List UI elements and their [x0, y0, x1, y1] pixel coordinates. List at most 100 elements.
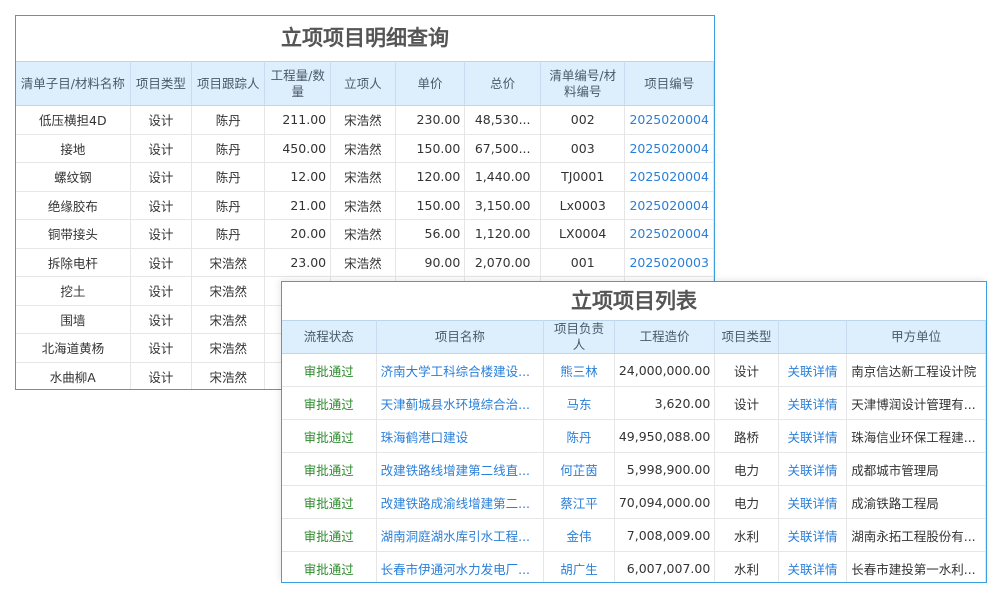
table-cell: 宋浩然	[330, 105, 396, 135]
table-cell: 接地	[16, 134, 131, 163]
related-details-link[interactable]: 关联详情	[778, 518, 848, 552]
manager-link[interactable]: 马东	[543, 386, 615, 420]
related-details-link[interactable]: 关联详情	[778, 353, 848, 387]
project-number-link[interactable]: 2025020004	[624, 191, 714, 220]
project-name-link[interactable]: 天津蓟城县水环境综合治...	[376, 386, 545, 420]
table-cell: 宋浩然	[191, 305, 266, 334]
table-row[interactable]: 审批通过 长春市伊通河水力发电厂... 胡广生 6,007,007.00 水利 关联详情长…	[282, 551, 986, 582]
table-cell: 21.00	[264, 191, 332, 220]
column-header[interactable]: 项目类型	[714, 320, 779, 354]
manager-link[interactable]: 蔡江平	[543, 485, 615, 519]
detail-title: 立项项目明细查询	[281, 26, 449, 50]
column-header[interactable]: 项目类型	[130, 61, 193, 106]
table-cell: 120.00	[395, 162, 466, 192]
table-row[interactable]: 螺纹钢 设计 陈丹 12.00 宋浩然 120.00 1,440.00 TJ0001 20250…	[16, 162, 714, 192]
table-cell: 设计	[130, 191, 193, 220]
column-header[interactable]: 项目编号	[624, 61, 714, 106]
table-cell: 67,500...	[464, 134, 542, 163]
table-row[interactable]: 审批通过 改建铁路线增建第二线直... 何芷茵 5,998,900.00 电力 关联详情成…	[282, 452, 986, 486]
related-details-link[interactable]: 关联详情	[778, 551, 848, 582]
client-cell: 成渝铁路工程局	[846, 485, 986, 519]
table-row[interactable]: 审批通过 湖南洞庭湖水库引水工程... 金伟 7,008,009.00 水利 关联详情 湖南…	[282, 518, 986, 552]
related-details-link[interactable]: 关联详情	[778, 485, 848, 519]
project-list-panel: 立项项目列表 流程状态 项目名称 项目负责人 工程造价 项目类型 甲方单位 审批通过 济南大学…	[281, 281, 987, 583]
client-cell: 成都城市管理局	[846, 452, 986, 486]
column-header[interactable]: 甲方单位	[846, 320, 986, 354]
column-header[interactable]	[778, 320, 848, 354]
column-header[interactable]: 工程造价	[614, 320, 716, 354]
related-details-link[interactable]: 关联详情	[778, 419, 848, 453]
column-header[interactable]: 流程状态	[282, 320, 377, 354]
type-cell: 水利	[714, 518, 779, 552]
cost-cell: 6,007,007.00	[614, 551, 716, 582]
table-cell: 2,070.00	[464, 248, 542, 277]
table-cell: 宋浩然	[330, 219, 396, 249]
table-cell: 230.00	[395, 105, 466, 135]
project-number-link[interactable]: 2025020004	[624, 105, 714, 135]
project-number-link[interactable]: 2025020004	[624, 134, 714, 163]
project-name-link[interactable]: 湖南洞庭湖水库引水工程...	[376, 518, 545, 552]
project-name-link[interactable]: 济南大学工科综合楼建设...	[376, 353, 545, 387]
table-cell: 围墙	[16, 305, 131, 334]
project-name-link[interactable]: 珠海鹤港口建设	[376, 419, 545, 453]
table-row[interactable]: 铜带接头 设计 陈丹 20.00 宋浩然 56.00 1,120.00 LX0004 20250…	[16, 219, 714, 249]
table-cell: 1,440.00	[464, 162, 542, 192]
related-details-link[interactable]: 关联详情	[778, 386, 848, 420]
project-name-link[interactable]: 改建铁路线增建第二线直...	[376, 452, 545, 486]
column-header[interactable]: 工程量/数量	[264, 61, 332, 106]
column-header[interactable]: 项目跟踪人	[191, 61, 266, 106]
manager-link[interactable]: 胡广生	[543, 551, 615, 582]
table-row[interactable]: 审批通过 天津蓟城县水环境综合治... 马东 3,620.00 设计 关联详情 天津博润设计…	[282, 386, 986, 420]
type-cell: 电力	[714, 452, 779, 486]
table-row[interactable]: 低压横担4D 设计 陈丹 211.00 宋浩然 230.00 48,530... 002 202…	[16, 105, 714, 135]
project-number-link[interactable]: 2025020004	[624, 162, 714, 192]
project-name-link[interactable]: 改建铁路成渝线增建第二...	[376, 485, 545, 519]
column-header[interactable]: 单价	[395, 61, 466, 106]
column-header[interactable]: 立项人	[330, 61, 396, 106]
table-cell: 设计	[130, 333, 193, 363]
project-name-link[interactable]: 长春市伊通河水力发电厂...	[376, 551, 545, 582]
column-header[interactable]: 项目负责人	[543, 320, 615, 354]
table-row[interactable]: 审批通过 珠海鹤港口建设 陈丹 49,950,088.00 路桥 关联详情 珠海信业环保工程…	[282, 419, 986, 453]
table-row[interactable]: 审批通过 改建铁路成渝线增建第二... 蔡江平 70,094,000.00 电力 关联详情…	[282, 485, 986, 519]
table-cell: TJ0001	[540, 162, 626, 192]
cost-cell: 49,950,088.00	[614, 419, 716, 453]
table-row[interactable]: 拆除电杆 设计 宋浩然 23.00 宋浩然 90.00 2,070.00 001 2025020…	[16, 248, 714, 277]
table-cell: 20.00	[264, 219, 332, 249]
client-cell: 南京信达新工程设计院	[846, 353, 986, 387]
table-cell: 陈丹	[191, 134, 266, 163]
manager-link[interactable]: 何芷茵	[543, 452, 615, 486]
table-row[interactable]: 审批通过 济南大学工科综合楼建设... 熊三林 24,000,000.00 设计 关联详情…	[282, 353, 986, 387]
table-cell: 设计	[130, 134, 193, 163]
type-cell: 电力	[714, 485, 779, 519]
table-cell: 低压横担4D	[16, 105, 131, 135]
table-cell: 铜带接头	[16, 219, 131, 249]
column-header[interactable]: 总价	[464, 61, 542, 106]
column-header[interactable]: 清单编号/材料编号	[540, 61, 626, 106]
table-cell: 挖土	[16, 276, 131, 306]
table-row[interactable]: 绝缘胶布 设计 陈丹 21.00 宋浩然 150.00 3,150.00 Lx0003 2025…	[16, 191, 714, 220]
column-header[interactable]: 项目名称	[376, 320, 545, 354]
type-cell: 设计	[714, 353, 779, 387]
table-cell: 宋浩然	[330, 134, 396, 163]
table-cell: 陈丹	[191, 105, 266, 135]
table-cell: 水曲柳A	[16, 362, 131, 389]
table-cell: 设计	[130, 248, 193, 277]
table-cell: 绝缘胶布	[16, 191, 131, 220]
column-header[interactable]: 清单子目/材料名称	[16, 61, 131, 106]
client-cell: 珠海信业环保工程建...	[846, 419, 986, 453]
table-cell: 陈丹	[191, 191, 266, 220]
manager-link[interactable]: 熊三林	[543, 353, 615, 387]
project-number-link[interactable]: 2025020003	[624, 248, 714, 277]
type-cell: 水利	[714, 551, 779, 582]
manager-link[interactable]: 陈丹	[543, 419, 615, 453]
cost-cell: 5,998,900.00	[614, 452, 716, 486]
manager-link[interactable]: 金伟	[543, 518, 615, 552]
related-details-link[interactable]: 关联详情	[778, 452, 848, 486]
table-cell: 1,120.00	[464, 219, 542, 249]
project-number-link[interactable]: 2025020004	[624, 219, 714, 249]
table-row[interactable]: 接地 设计 陈丹 450.00 宋浩然 150.00 67,500... 003 2025020…	[16, 134, 714, 163]
table-cell: 拆除电杆	[16, 248, 131, 277]
table-cell: 002	[540, 105, 626, 135]
status-cell: 审批通过	[282, 518, 377, 552]
